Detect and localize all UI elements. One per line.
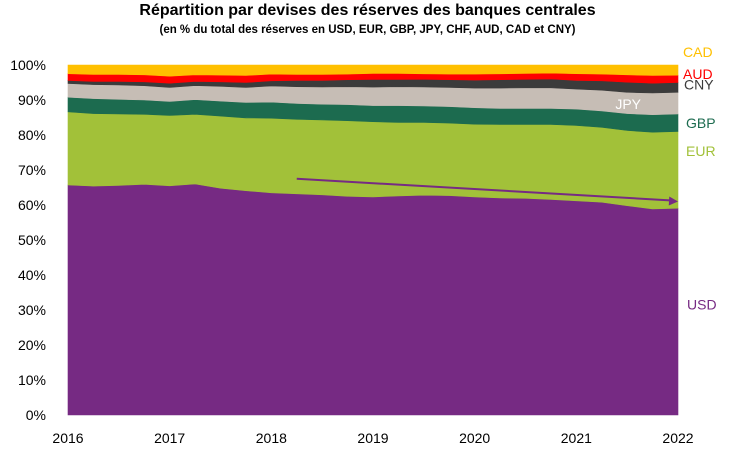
x-tick-label: 2019	[357, 430, 388, 446]
y-tick-label: 50%	[18, 232, 46, 248]
y-tick-label: 0%	[26, 407, 46, 423]
series-label-jpy: JPY	[615, 96, 641, 112]
x-tick-label: 2016	[52, 430, 83, 446]
series-label-usd: USD	[687, 297, 717, 313]
area-usd	[67, 183, 679, 416]
series-label-gbp: GBP	[686, 115, 716, 131]
trend-arrow-head	[668, 196, 678, 206]
y-tick-label: 90%	[18, 92, 46, 108]
y-tick-label: 100%	[10, 57, 46, 73]
y-tick-label: 20%	[18, 337, 46, 353]
y-tick-label: 70%	[18, 162, 46, 178]
chart-subtitle: (en % du total des réserves en USD, EUR,…	[159, 24, 576, 36]
annotation-group	[296, 177, 678, 206]
series-label-cad: CAD	[683, 44, 713, 60]
x-tick-label: 2021	[561, 430, 592, 446]
y-tick-label: 60%	[18, 197, 46, 213]
area-cad	[67, 64, 679, 77]
y-tick-label: 30%	[18, 302, 46, 318]
y-tick-label: 40%	[18, 267, 46, 283]
x-tick-label: 2020	[459, 430, 490, 446]
area-series-group	[67, 64, 679, 416]
x-tick-label: 2017	[154, 430, 185, 446]
series-label-eur: EUR	[686, 143, 716, 159]
x-axis: 2016 2017 2018 2019 2020 2021 2022	[52, 430, 693, 446]
trend-arrow-line	[296, 177, 673, 202]
series-label-cny: CNY	[684, 76, 714, 92]
y-axis: 0% 10% 20% 30% 40% 50% 60% 70% 80% 90% 100%	[10, 57, 46, 423]
y-tick-label: 10%	[18, 372, 46, 388]
y-tick-label: 80%	[18, 127, 46, 143]
chart-title: Répartition par devises des réserves des…	[139, 2, 596, 19]
x-tick-label: 2022	[662, 430, 693, 446]
x-tick-label: 2018	[256, 430, 287, 446]
series-label-aud: AUD	[683, 66, 713, 82]
